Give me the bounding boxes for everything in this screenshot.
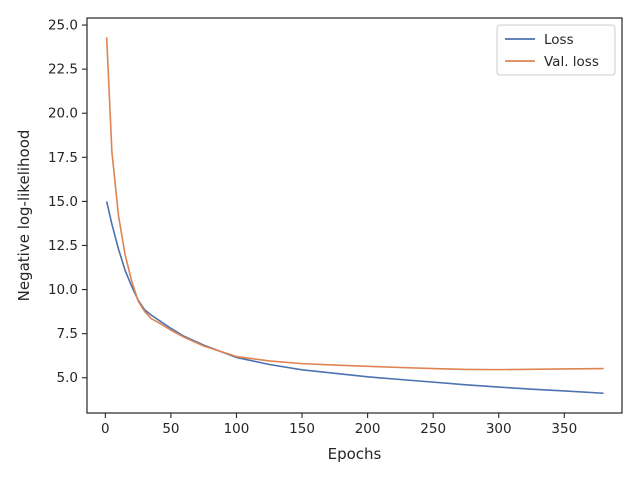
x-tick-label: 200 [355,421,381,437]
y-tick-label: 12.5 [48,238,78,254]
x-tick-label: 350 [551,421,577,437]
y-tick-label: 22.5 [48,62,78,78]
x-tick-label: 100 [224,421,250,437]
x-tick-label: 150 [289,421,315,437]
y-tick-label: 17.5 [48,150,78,166]
plot-background [87,18,622,413]
y-tick-label: 10.0 [48,282,78,298]
series-line-val-loss [105,37,604,371]
axes: 0 50 100 150 200 250 300 350 5.0 7.5 10.0 12.5 15.0 1… [15,17,623,463]
x-axis-label: Epochs [328,445,382,463]
x-tick-label: 250 [420,421,446,437]
y-axis-label: Negative log-likelihood [15,130,33,302]
legend-label: Loss [544,32,574,48]
legend-box [496,24,616,76]
y-tick-label: 25.0 [48,18,78,34]
x-tick-label: 50 [162,421,179,437]
y-tick-label: 7.5 [57,326,78,342]
x-tick-label: 300 [486,421,512,437]
y-tick-label: 15.0 [48,194,78,210]
plot-frame [86,17,623,414]
series-lines [105,37,604,395]
y-tick-label: 5.0 [57,370,78,386]
legend-label: Val. loss [544,54,599,70]
y-tick-label: 20.0 [48,106,78,122]
legend: Loss Val. loss [496,24,616,76]
x-tick-label: 0 [101,421,110,437]
